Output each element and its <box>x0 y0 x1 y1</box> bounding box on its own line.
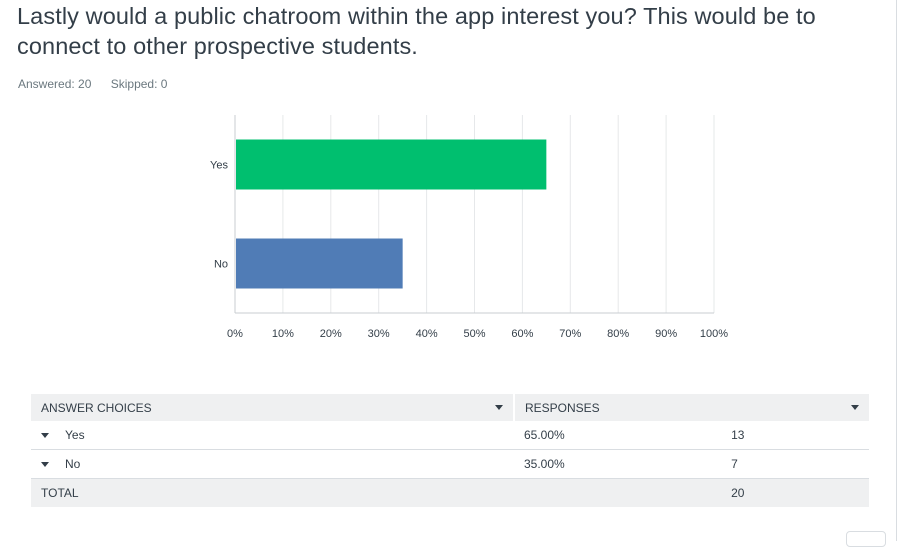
bar-yes[interactable] <box>236 139 547 190</box>
expand-caret-icon[interactable] <box>41 433 49 439</box>
expand-caret-icon[interactable] <box>41 462 49 468</box>
responses-table: ANSWER CHOICES RESPONSES Yes 65.00% 13 N… <box>31 394 869 507</box>
table-row: Yes 65.00% 13 <box>31 421 869 450</box>
category-label: Yes <box>210 160 228 172</box>
total-count: 20 <box>721 478 869 507</box>
total-spacer <box>514 478 722 507</box>
bar-no[interactable] <box>236 238 403 289</box>
answered-count: Answered: 20 <box>18 77 92 91</box>
bar-chart-svg: 0% 10% 20% 30% 40% 50% 60% 70% 80% 90% 100% Yes No <box>210 115 728 340</box>
table-row: No 35.00% 7 <box>31 449 869 479</box>
percent-cell: 65.00% <box>514 421 722 450</box>
bar-chart: 0% 10% 20% 30% 40% 50% 60% 70% 80% 90% 100% Yes No <box>210 115 728 340</box>
percent-cell: 35.00% <box>514 449 722 479</box>
count-cell: 13 <box>721 421 869 450</box>
total-row: TOTAL 20 <box>31 478 869 507</box>
total-label: TOTAL <box>31 478 514 507</box>
x-tick-label: 80% <box>607 328 629 340</box>
responses-header-label: RESPONSES <box>525 400 600 415</box>
x-tick-label: 40% <box>416 328 438 340</box>
responses-header[interactable]: RESPONSES <box>513 394 869 421</box>
response-summary: Answered: 20 Skipped: 0 <box>18 77 183 91</box>
sort-caret-icon[interactable] <box>851 405 859 410</box>
x-tick-label: 10% <box>272 328 294 340</box>
choice-label: Yes <box>65 428 85 442</box>
choice-cell[interactable]: No <box>31 449 514 479</box>
x-tick-label: 0% <box>227 328 243 340</box>
x-tick-label: 90% <box>655 328 677 340</box>
category-label: No <box>214 259 228 271</box>
x-tick-label: 70% <box>559 328 581 340</box>
choice-cell[interactable]: Yes <box>31 421 514 450</box>
question-title: Lastly would a public chatroom within th… <box>17 3 816 59</box>
x-tick-label: 60% <box>511 328 533 340</box>
choice-label: No <box>65 457 81 471</box>
answer-choices-header[interactable]: ANSWER CHOICES <box>31 394 514 421</box>
count-cell: 7 <box>721 449 869 479</box>
scroll-to-top-button[interactable] <box>846 531 886 547</box>
answer-choices-header-label: ANSWER CHOICES <box>41 400 152 415</box>
x-tick-label: 100% <box>700 328 728 340</box>
x-tick-label: 30% <box>368 328 390 340</box>
x-tick-label: 50% <box>463 328 485 340</box>
x-tick-label: 20% <box>320 328 342 340</box>
sort-caret-icon[interactable] <box>495 405 503 410</box>
skipped-count: Skipped: 0 <box>110 77 168 91</box>
